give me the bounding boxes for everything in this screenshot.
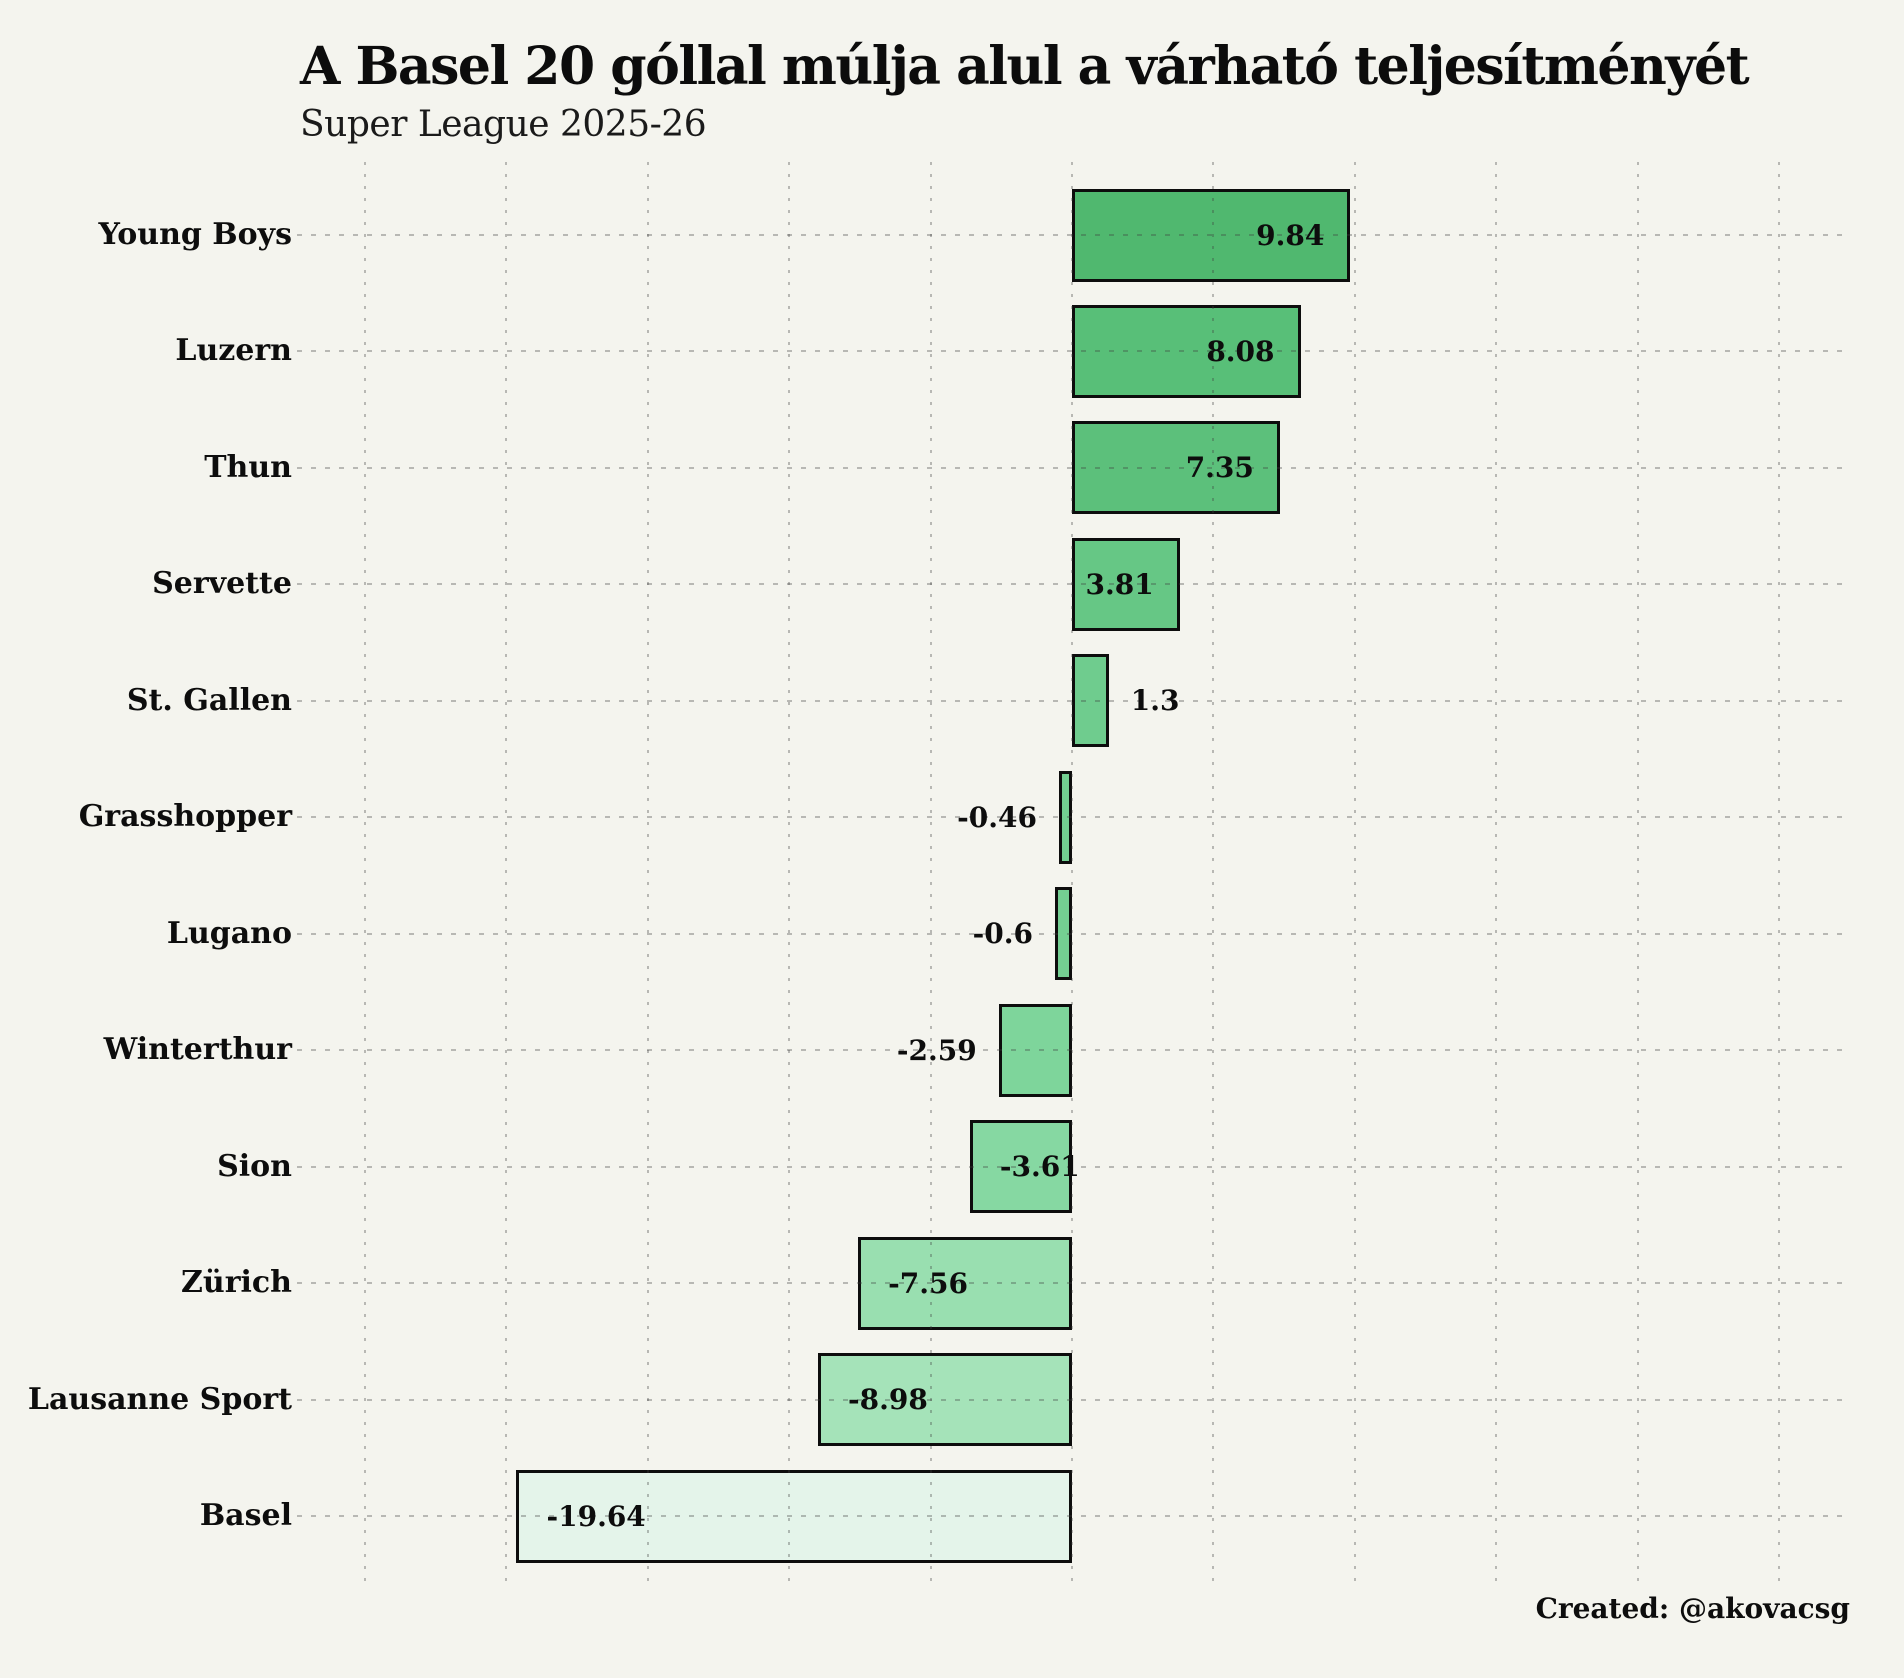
value-label: 9.84: [1256, 218, 1325, 252]
value-label: -0.46: [957, 800, 1037, 834]
vertical-gridline: [1778, 162, 1781, 1588]
value-label: -3.61: [999, 1150, 1080, 1184]
category-label-thun: Thun: [204, 449, 292, 485]
plot-area: 9.84 8.08 7.35 3.81 1.3 -0.46 -0.6 -2.59 -3.61 -7…: [297, 162, 1847, 1588]
chart-title: A Basel 20 góllal múlja alul a várható t…: [300, 36, 1750, 97]
category-label-servette: Servette: [152, 566, 292, 602]
category-label-young-boys: Young Boys: [98, 217, 292, 252]
bar-sion: [969, 1120, 1072, 1214]
bar-st-gallen: [1072, 654, 1109, 748]
vertical-gridline: [505, 162, 508, 1588]
bar-winterthur: [998, 1003, 1072, 1097]
value-label: -8.98: [848, 1383, 928, 1417]
value-label: 8.08: [1206, 334, 1275, 368]
category-label-z-rich: Zürich: [181, 1265, 292, 1301]
value-label: 1.3: [1130, 684, 1180, 718]
vertical-gridline: [1353, 162, 1356, 1588]
row-gridline: [297, 1049, 1847, 1052]
bar-luzern: [1072, 304, 1301, 398]
value-label: 3.81: [1085, 567, 1154, 601]
value-label: 7.35: [1185, 451, 1254, 485]
bar-z-rich: [858, 1236, 1072, 1330]
row-gridline: [297, 1165, 1847, 1168]
vertical-gridline: [788, 162, 791, 1588]
row-gridline: [297, 1398, 1847, 1401]
row-gridline: [297, 816, 1847, 819]
value-label: -7.56: [888, 1266, 968, 1300]
category-label-lugano: Lugano: [166, 915, 292, 951]
bar-young-boys: [1072, 188, 1351, 282]
category-label-basel: Basel: [199, 1498, 292, 1534]
bar-servette: [1072, 537, 1180, 631]
row-gridline: [297, 699, 1847, 702]
category-label-sion: Sion: [217, 1148, 292, 1184]
value-label: -0.6: [972, 917, 1034, 951]
vertical-gridline: [929, 162, 932, 1588]
vertical-gridline: [363, 162, 366, 1588]
category-label-st-gallen: St. Gallen: [126, 682, 292, 718]
bar-thun: [1072, 421, 1280, 515]
category-label-luzern: Luzern: [175, 333, 292, 369]
category-label-winterthur: Winterthur: [103, 1032, 292, 1068]
row-gridline: [297, 1282, 1847, 1285]
row-gridline: [297, 466, 1847, 469]
category-label-grasshopper: Grasshopper: [78, 799, 292, 835]
value-label: -19.64: [546, 1499, 646, 1533]
chart-subtitle: Super League 2025-26: [300, 104, 707, 145]
credit-text: Created: @akovacsg: [1535, 1592, 1850, 1625]
bar-grasshopper: [1058, 770, 1072, 864]
vertical-gridline: [1495, 162, 1498, 1588]
row-gridline: [297, 350, 1847, 353]
row-gridline: [297, 1515, 1847, 1518]
category-label-lausanne-sport: Lausanne Sport: [27, 1381, 292, 1417]
row-gridline: [297, 583, 1847, 586]
vertical-gridline: [1212, 162, 1215, 1588]
bar-lausanne-sport: [818, 1353, 1072, 1447]
vertical-gridline: [1071, 162, 1073, 1588]
vertical-gridline: [646, 162, 649, 1588]
bar-basel: [516, 1469, 1072, 1563]
row-gridline: [297, 932, 1847, 935]
row-gridline: [297, 234, 1847, 236]
vertical-gridline: [1636, 162, 1639, 1588]
bar-lugano: [1055, 887, 1072, 981]
value-label: -2.59: [896, 1033, 977, 1067]
